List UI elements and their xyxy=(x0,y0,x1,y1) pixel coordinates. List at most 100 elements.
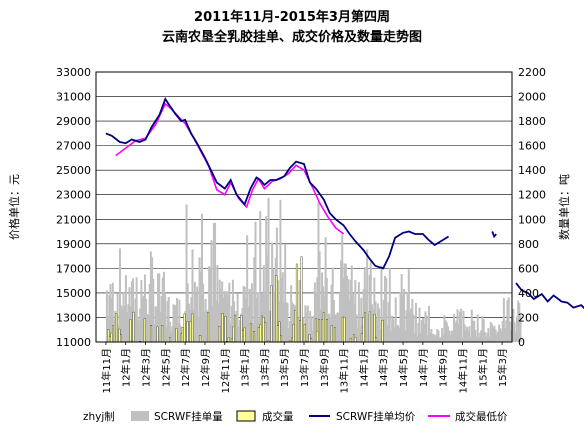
volume-bar xyxy=(152,278,155,342)
volume-bar xyxy=(316,277,319,342)
volume-bar xyxy=(159,311,162,342)
volume-bar xyxy=(466,326,469,342)
volume-bar xyxy=(439,337,442,342)
volume-bar xyxy=(463,324,466,342)
series-avg-price-line xyxy=(491,231,497,239)
volume-bar xyxy=(391,315,394,342)
volume-bar xyxy=(178,299,181,342)
deal-bar xyxy=(343,317,346,343)
volume-bar xyxy=(148,283,151,342)
volume-bar xyxy=(517,300,520,342)
volume-bar xyxy=(375,318,378,342)
volume-bar xyxy=(454,323,457,342)
volume-bar xyxy=(141,297,144,342)
volume-bar xyxy=(441,327,444,342)
volume-bar xyxy=(423,323,426,342)
deal-bar xyxy=(308,334,311,343)
volume-bar xyxy=(457,324,460,342)
volume-bar xyxy=(341,234,344,342)
volume-bar xyxy=(302,317,305,342)
volume-bar xyxy=(187,303,190,342)
volume-bar xyxy=(508,321,511,342)
volume-bar xyxy=(195,293,198,342)
volume-bar xyxy=(482,319,485,342)
series-avg-price-line xyxy=(105,97,450,270)
volume-bar xyxy=(450,330,453,342)
volume-bar xyxy=(431,333,434,342)
volume-bar xyxy=(394,297,397,342)
volume-bar xyxy=(229,323,232,342)
volume-bar xyxy=(449,335,452,342)
volume-bar xyxy=(470,309,473,342)
volume-bar xyxy=(313,282,316,342)
x-tick-label: 14年5月 xyxy=(397,348,410,387)
volume-bar xyxy=(321,272,324,342)
volume-bar xyxy=(411,298,414,342)
volume-bar xyxy=(231,279,234,342)
deal-bar xyxy=(115,313,118,343)
volume-bar xyxy=(325,277,328,342)
left-axis-label: 价格单位：元 xyxy=(7,174,21,240)
volume-bar xyxy=(438,337,441,342)
volume-bar xyxy=(177,323,180,342)
right-axis-ticks: 0 200 400 600 800 1000 1200 1400 1600 1800 2000 220… xyxy=(518,66,546,349)
volume-bar xyxy=(349,279,352,342)
volume-bar xyxy=(500,331,503,342)
deal-bar xyxy=(330,325,333,343)
volume-bar xyxy=(287,328,290,342)
series-avg-price-line xyxy=(515,282,584,310)
volume-bar xyxy=(318,251,321,342)
deal-bar xyxy=(354,337,357,343)
volume-bar xyxy=(192,309,195,342)
volume-bar xyxy=(342,278,345,342)
volume-bar xyxy=(360,297,363,342)
volume-bar xyxy=(363,267,366,342)
volume-bar xyxy=(281,272,284,342)
volume-bar xyxy=(132,278,135,342)
volume-bar xyxy=(263,294,266,342)
volume-bar xyxy=(419,333,422,342)
volume-bar xyxy=(444,320,447,342)
volume-bar xyxy=(284,243,287,342)
volume-bar xyxy=(278,301,281,342)
volume-bar xyxy=(154,306,157,342)
volume-bar xyxy=(424,311,427,342)
volume-bar xyxy=(475,336,478,342)
left-tick-label: 29000 xyxy=(56,115,91,128)
volume-bar xyxy=(242,285,245,342)
volume-bar xyxy=(223,291,226,342)
volume-bar xyxy=(210,240,213,342)
deal-bar xyxy=(322,312,325,343)
left-tick-label: 17000 xyxy=(56,262,91,275)
volume-bar xyxy=(190,297,193,342)
volume-bar xyxy=(142,295,145,342)
volume-bar xyxy=(211,305,214,342)
volume-bar xyxy=(401,295,404,342)
deal-bar xyxy=(291,337,294,343)
deal-bar xyxy=(189,320,192,343)
volume-bar xyxy=(166,301,169,342)
price-lines-layer xyxy=(105,97,584,310)
deal-bar xyxy=(243,327,246,343)
volume-bar xyxy=(399,292,402,342)
volume-bar xyxy=(356,328,359,342)
left-tick-label: 27000 xyxy=(56,140,91,153)
x-tick-label: 14年1月 xyxy=(357,348,370,387)
volume-bar xyxy=(468,326,471,342)
volume-bar xyxy=(310,316,313,342)
volume-bar xyxy=(393,327,396,342)
volume-bar xyxy=(283,302,286,342)
volume-bar xyxy=(388,267,391,342)
deal-bar xyxy=(294,310,297,343)
deal-bar xyxy=(295,263,298,343)
deal-bar xyxy=(169,337,172,343)
volume-bar xyxy=(355,314,358,342)
x-tick-label: 13年7月 xyxy=(298,348,311,387)
volume-bar xyxy=(118,248,121,342)
volume-bar xyxy=(279,199,282,342)
deal-bar xyxy=(186,321,189,343)
deal-bar xyxy=(368,311,371,343)
deal-bar xyxy=(143,318,146,343)
volume-bar xyxy=(376,303,379,342)
volume-bar xyxy=(145,299,148,342)
